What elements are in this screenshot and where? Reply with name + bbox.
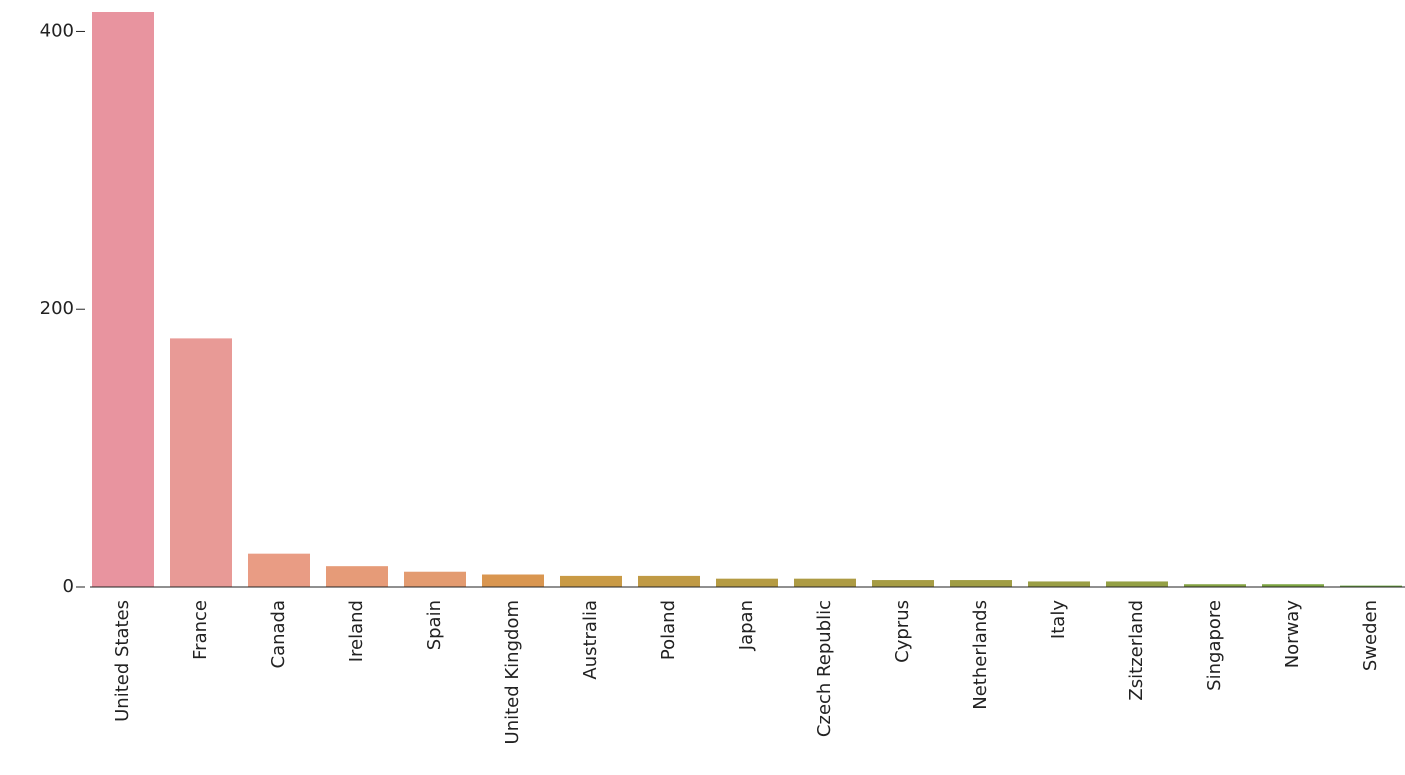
x-tick-label: France — [190, 600, 211, 660]
bar — [1028, 581, 1090, 587]
bar — [872, 580, 934, 587]
y-tick-label: 200 — [40, 298, 74, 319]
bar — [170, 338, 232, 587]
bar — [716, 578, 778, 587]
x-tick-label: United States — [112, 600, 133, 722]
x-tick-label: Singapore — [1204, 600, 1225, 691]
x-tick-label: Ireland — [346, 600, 367, 662]
bar — [638, 575, 700, 587]
bar — [482, 574, 544, 587]
x-tick-label: Cyprus — [892, 600, 913, 663]
bar — [950, 580, 1012, 587]
x-tick-label: Czech Republic — [814, 600, 835, 737]
x-tick-label: Norway — [1282, 600, 1303, 669]
x-tick-label: Canada — [268, 600, 289, 669]
bar — [248, 553, 310, 587]
bar — [404, 571, 466, 587]
x-tick-label: Japan — [736, 600, 757, 651]
x-tick-label: Spain — [424, 600, 445, 650]
x-tick-label: United Kingdom — [502, 600, 523, 744]
bar — [1262, 584, 1324, 587]
x-tick-label: Sweden — [1360, 600, 1381, 671]
bar — [1340, 585, 1402, 587]
bar — [794, 578, 856, 587]
x-tick-label: Poland — [658, 600, 679, 660]
bar — [92, 12, 154, 587]
x-tick-label: Australia — [580, 600, 601, 680]
bar — [1106, 581, 1168, 587]
bar — [560, 575, 622, 587]
bar — [326, 566, 388, 587]
x-tick-label: Italy — [1048, 600, 1069, 639]
bar — [1184, 584, 1246, 587]
y-tick-label: 400 — [40, 20, 74, 41]
y-tick-label: 0 — [63, 576, 74, 597]
x-tick-label: Zsitzerland — [1126, 600, 1147, 701]
x-tick-label: Netherlands — [970, 600, 991, 710]
